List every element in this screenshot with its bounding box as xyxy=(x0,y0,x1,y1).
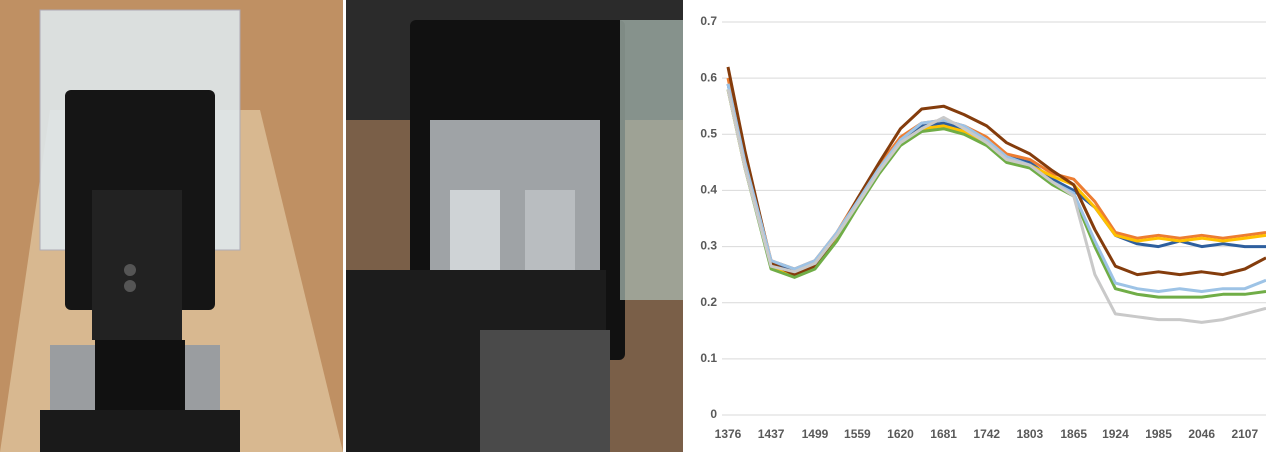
photo-middle xyxy=(346,0,683,452)
x-tick-label: 1985 xyxy=(1145,427,1172,441)
x-tick-label: 1620 xyxy=(887,427,914,441)
series-line xyxy=(726,89,1266,299)
y-tick-label: 0.5 xyxy=(700,126,717,140)
x-tick-label: 1742 xyxy=(973,427,1000,441)
x-tick-label: 1803 xyxy=(1017,427,1044,441)
y-tick-label: 0.4 xyxy=(700,183,717,197)
x-tick-label: 1376 xyxy=(715,427,742,441)
y-tick-label: 0 xyxy=(710,407,717,421)
y-tick-label: 0.1 xyxy=(700,351,717,365)
y-tick-label: 0.3 xyxy=(700,239,717,253)
x-tick-label: 1559 xyxy=(844,427,871,441)
x-tick-label: 1924 xyxy=(1102,427,1129,441)
x-tick-label: 1499 xyxy=(802,427,829,441)
y-tick-label: 0.2 xyxy=(700,295,717,309)
x-tick-label: 2046 xyxy=(1188,427,1215,441)
series-line xyxy=(726,89,1266,324)
x-tick-label: 2107 xyxy=(1231,427,1258,441)
photo-left xyxy=(0,0,343,452)
x-tick-label: 1681 xyxy=(930,427,957,441)
x-tick-label: 1865 xyxy=(1060,427,1087,441)
y-tick-label: 0.7 xyxy=(700,14,717,28)
x-tick-label: 1437 xyxy=(758,427,785,441)
y-tick-label: 0.6 xyxy=(700,70,717,84)
series-line xyxy=(726,83,1266,293)
chart-area xyxy=(683,0,1266,452)
